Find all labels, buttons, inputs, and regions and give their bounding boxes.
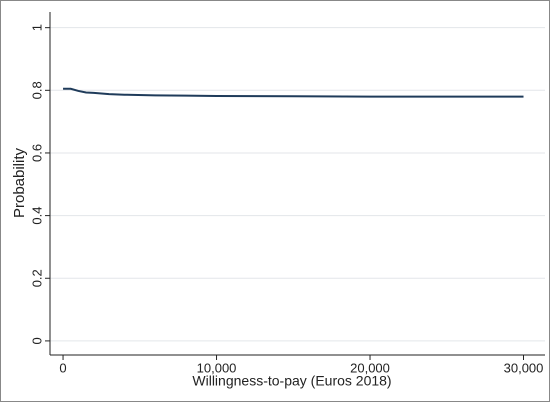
y-tick-label: 1 (29, 24, 44, 31)
x-tick-label: 20,000 (350, 360, 390, 375)
y-tick-label: 0.8 (29, 81, 44, 99)
x-tick-label: 30,000 (504, 360, 544, 375)
y-tick-label: 0.2 (29, 269, 44, 287)
x-axis-title: Willingness-to-pay (Euros 2018) (192, 373, 391, 389)
y-tick-label: 0 (29, 337, 44, 344)
x-tick-label: 0 (59, 360, 66, 375)
y-tick-label: 0.4 (29, 207, 44, 225)
y-axis-title: Probability (11, 147, 28, 218)
line-series (63, 87, 524, 98)
x-tick-label: 10,000 (197, 360, 237, 375)
y-tick-label: 0.6 (29, 144, 44, 162)
